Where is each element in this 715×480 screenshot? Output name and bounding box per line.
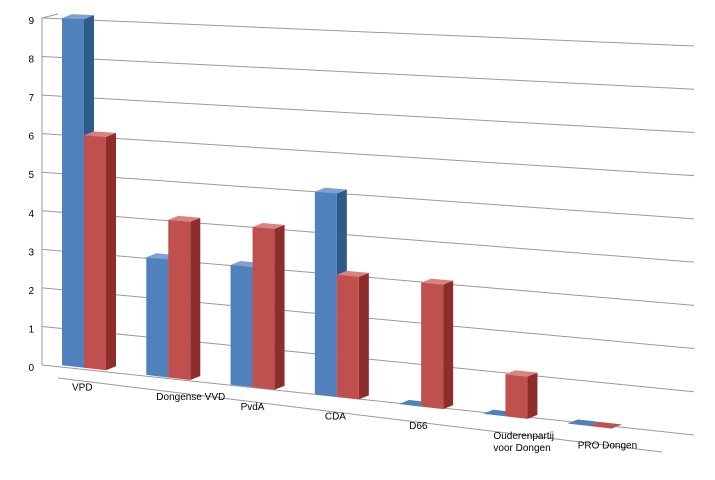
bar-top <box>62 14 94 20</box>
bar-top <box>252 223 285 229</box>
y-tick-label: 3 <box>28 247 34 258</box>
bar <box>336 274 359 400</box>
bar-top <box>314 187 347 194</box>
x-category-label: Dongense VVD <box>156 392 225 403</box>
gridline <box>41 210 695 263</box>
bar-side <box>190 217 201 380</box>
gridline <box>41 17 695 47</box>
bar-group <box>84 131 116 371</box>
bar <box>230 265 253 388</box>
bar-group <box>336 270 369 400</box>
gridline <box>41 133 695 177</box>
gridline <box>41 94 695 133</box>
bar-flat <box>567 419 600 426</box>
floor-front-edge <box>57 377 663 453</box>
y-tick-label: 5 <box>28 170 34 181</box>
bar-side <box>527 372 538 419</box>
bar-top <box>421 278 454 285</box>
bar-side <box>106 132 116 371</box>
axis-layer <box>41 13 663 453</box>
x-category-label-line: Dongense VVD <box>156 392 225 403</box>
x-category-label-line: PRO Dongen <box>578 441 637 452</box>
y-tick-label: 4 <box>28 209 34 220</box>
y-tick-label: 8 <box>28 55 34 66</box>
y-tick-label: 7 <box>28 93 34 104</box>
bar <box>505 374 528 419</box>
y-tick-label: 0 <box>28 363 34 374</box>
bar-top <box>505 370 538 377</box>
x-category-label-line: PvdA <box>241 402 265 413</box>
bar <box>421 282 444 410</box>
bar <box>314 191 337 397</box>
bars-layer <box>62 14 622 429</box>
bar <box>62 18 84 368</box>
x-category-label-line: CDA <box>325 411 346 422</box>
bar-side <box>274 224 285 390</box>
bar-group <box>589 421 622 429</box>
y-tick-label: 9 <box>28 16 34 27</box>
x-category-label-line: Ouderenpartij <box>493 431 554 442</box>
x-category-label-line: VPD <box>72 382 93 393</box>
x-category-label: Ouderenpartij voor Dongen <box>493 431 554 454</box>
bar-top <box>336 270 369 277</box>
y-tick-label: 1 <box>28 324 34 335</box>
y-tick-label: 6 <box>28 132 34 143</box>
bar-top <box>84 131 116 137</box>
back-wall-edge <box>41 13 59 19</box>
bar-side <box>358 272 369 400</box>
x-category-label-line: D66 <box>409 421 428 432</box>
labels-layer: 0 1 2 3 4 5 6 7 8 9 VPD Dongense VVD PvdA CDA D66 Ouder… <box>28 16 637 454</box>
x-category-label: PRO Dongen <box>578 441 637 452</box>
y-tick-label: 2 <box>28 286 34 297</box>
gridline <box>41 171 695 220</box>
bar-flat <box>589 421 622 429</box>
x-category-label: D66 <box>409 421 428 432</box>
bar <box>168 219 191 380</box>
bar-group <box>252 223 285 390</box>
x-category-label: PvdA <box>241 402 265 413</box>
bar-side <box>443 280 454 410</box>
gridline <box>41 56 695 90</box>
bar-group <box>168 215 201 380</box>
bar-group <box>421 278 454 410</box>
x-category-label-line: voor Dongen <box>493 443 550 454</box>
bar-group <box>567 419 600 426</box>
bar-group <box>505 370 538 419</box>
x-category-label: VPD <box>72 382 93 393</box>
bar <box>252 227 275 390</box>
bar-top <box>168 215 201 222</box>
bar <box>84 135 106 371</box>
bar <box>146 257 169 378</box>
x-category-label: CDA <box>325 411 346 422</box>
